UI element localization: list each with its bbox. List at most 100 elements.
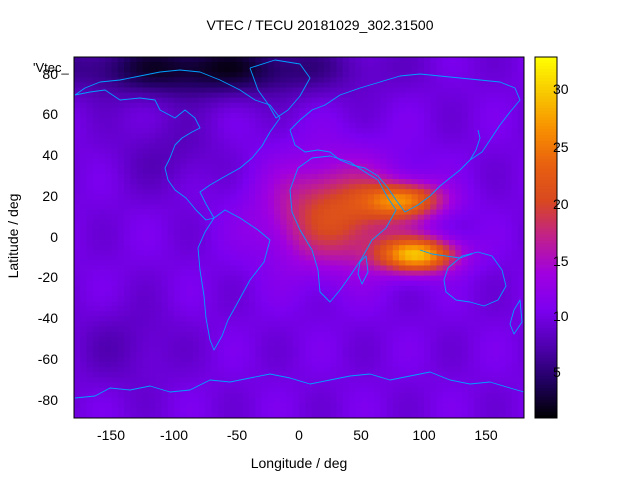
vtec-cell [361, 270, 369, 277]
vtec-cell [324, 138, 331, 144]
vtec-cell [380, 341, 387, 348]
vtec-cell [99, 92, 106, 99]
vtec-cell [105, 112, 112, 119]
vtec-cell [267, 168, 275, 175]
vtec-cell [180, 301, 187, 307]
vtec-cell [511, 148, 519, 154]
vtec-cell [449, 306, 456, 312]
vtec-cell [367, 346, 375, 353]
vtec-cell [342, 123, 350, 129]
vtec-cell [86, 163, 94, 170]
vtec-cell [492, 138, 500, 144]
vtec-cell [305, 255, 312, 261]
vtec-cell [292, 346, 300, 353]
vtec-cell [249, 102, 256, 109]
vtec-cell [305, 62, 312, 68]
vtec-cell [86, 143, 94, 149]
vtec-cell [367, 387, 375, 393]
vtec-cell [317, 362, 325, 368]
vtec-cell [80, 331, 87, 338]
vtec-cell [405, 245, 412, 251]
vtec-cell [361, 311, 369, 317]
vtec-cell [230, 138, 237, 144]
vtec-cell [199, 285, 206, 292]
vtec-cell [299, 301, 306, 307]
vtec-cell [286, 341, 294, 348]
vtec-cell [486, 397, 494, 404]
vtec-cell [86, 275, 94, 282]
vtec-cell [486, 229, 494, 236]
vtec-cell [355, 285, 362, 292]
vtec-cell [336, 229, 344, 236]
vtec-cell [92, 331, 100, 338]
vtec-cell [361, 224, 369, 231]
vtec-cell [386, 209, 394, 216]
vtec-cell [186, 265, 194, 271]
vtec-cell [217, 204, 225, 210]
vtec-cell [505, 153, 512, 160]
vtec-cell [149, 341, 156, 348]
vtec-cell [417, 356, 425, 363]
vtec-cell [130, 275, 137, 282]
vtec-cell [311, 382, 319, 388]
vtec-cell [155, 295, 162, 302]
vtec-cell [130, 97, 137, 104]
vtec-cell [130, 57, 137, 63]
vtec-cell [117, 331, 125, 338]
vtec-cell [436, 153, 444, 160]
vtec-cell [442, 346, 450, 353]
vtec-cell [111, 245, 119, 251]
vtec-cell [249, 306, 256, 312]
vtec-cell [86, 87, 94, 93]
vtec-cell [417, 301, 425, 307]
vtec-cell [180, 372, 187, 378]
vtec-cell [361, 295, 369, 302]
vtec-cell [436, 275, 444, 282]
vtec-cell [242, 290, 250, 297]
vtec-cell [167, 311, 175, 317]
vtec-cell [311, 97, 319, 104]
vtec-cell [130, 224, 137, 231]
vtec-cell [474, 199, 481, 205]
vtec-cell [267, 82, 275, 88]
vtec-cell [249, 158, 256, 165]
vtec-cell [324, 306, 331, 312]
vtec-cell [511, 163, 519, 170]
vtec-cell [142, 133, 150, 139]
vtec-cell [99, 402, 106, 409]
vtec-cell [149, 112, 156, 119]
vtec-cell [161, 209, 169, 216]
vtec-cell [149, 311, 156, 317]
vtec-cell [286, 143, 294, 149]
vtec-cell [499, 199, 506, 205]
vtec-cell [130, 77, 137, 83]
vtec-cell [130, 148, 137, 154]
vtec-cell [324, 245, 331, 251]
vtec-cell [355, 224, 362, 231]
vtec-cell [249, 143, 256, 149]
vtec-cell [74, 397, 81, 404]
vtec-cell [449, 204, 456, 210]
vtec-cell [124, 377, 131, 383]
vtec-cell [211, 224, 219, 231]
vtec-cell [205, 336, 212, 343]
vtec-cell [380, 72, 387, 78]
vtec-cell [342, 82, 350, 88]
vtec-cell [417, 295, 425, 302]
vtec-cell [142, 199, 150, 205]
vtec-cell [436, 77, 444, 83]
vtec-cell [392, 346, 400, 353]
vtec-cell [386, 321, 394, 327]
vtec-cell [292, 92, 300, 99]
vtec-cell [274, 382, 281, 388]
vtec-cell [424, 173, 431, 180]
vtec-cell [149, 326, 156, 332]
vtec-cell [99, 265, 106, 271]
vtec-cell [267, 295, 275, 302]
vtec-cell [217, 407, 225, 414]
vtec-cell [480, 92, 487, 99]
vtec-cell [267, 118, 275, 124]
vtec-cell [111, 143, 119, 149]
vtec-cell [130, 118, 137, 124]
vtec-cell [155, 133, 162, 139]
